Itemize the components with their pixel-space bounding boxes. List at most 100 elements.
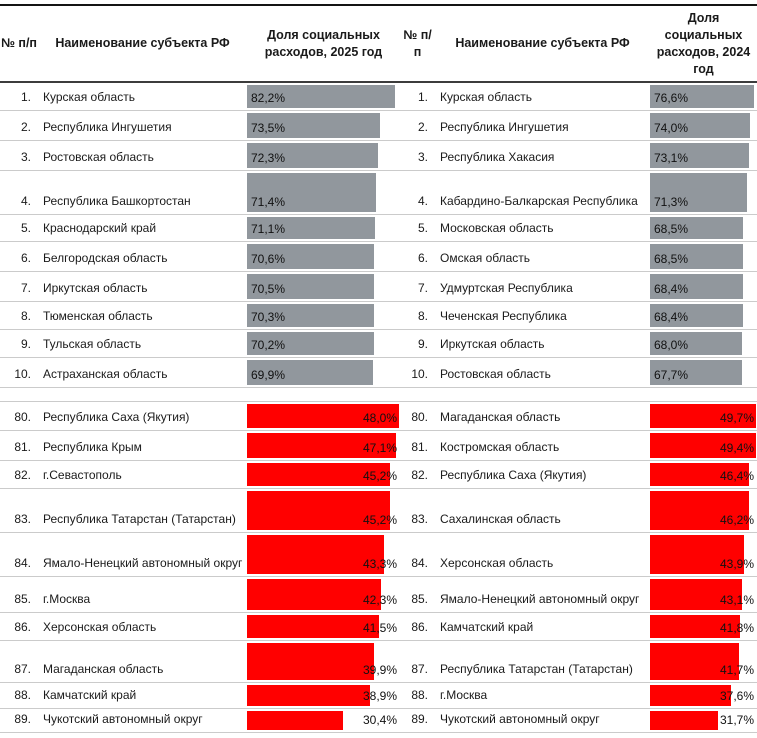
rank-cell-2025: 4. xyxy=(20,194,31,208)
region-cell-2024: г.Москва xyxy=(440,688,488,702)
region-cell-2025: Белгородская область xyxy=(43,251,168,265)
value-cell-2025: 69,9% xyxy=(247,358,400,387)
value-cell-2024: 71,3% xyxy=(650,171,757,214)
region-cell-2024: Удмуртская Республика xyxy=(440,281,573,295)
table-row: 86. Херсонская область 41,5% 86. Камчатс… xyxy=(0,613,757,641)
value-cell-2025: 48,0% xyxy=(247,402,400,430)
value-cell-2025: 45,2% xyxy=(247,489,400,532)
table-row: 1. Курская область 82,2% 1. Курская обла… xyxy=(0,83,757,111)
rank-cell-2024: 88. xyxy=(411,688,428,702)
value-cell-2024: 68,4% xyxy=(650,272,757,301)
value-label-2024: 41,8% xyxy=(719,621,754,635)
col-header-share-2024: Доля социальных расходов, 2024 год xyxy=(656,10,751,76)
value-bar-2025 xyxy=(247,217,376,239)
value-label-2025: 70,6% xyxy=(251,252,286,266)
rank-cell-2025: 86. xyxy=(14,620,31,634)
value-bar-2024 xyxy=(650,579,743,610)
rank-cell-2025: 3. xyxy=(20,150,31,164)
region-cell-2025: Чукотский автономный округ xyxy=(43,712,203,726)
region-cell-2024: Магаданская область xyxy=(440,410,561,424)
value-label-2025: 30,4% xyxy=(362,713,397,727)
rank-cell-2024: 9. xyxy=(417,337,428,351)
value-bar-2025 xyxy=(247,404,400,428)
value-label-2024: 74,0% xyxy=(654,121,689,135)
value-label-2025: 47,1% xyxy=(362,441,397,455)
value-bar-2025 xyxy=(247,173,376,212)
value-bar-2024 xyxy=(650,360,742,385)
value-label-2025: 82,2% xyxy=(251,91,286,105)
value-bar-2024 xyxy=(650,433,756,458)
rank-cell-2025: 83. xyxy=(14,512,31,526)
rank-cell-2024: 6. xyxy=(417,251,428,265)
region-cell-2025: Ростовская область xyxy=(43,150,154,164)
region-cell-2025: Республика Ингушетия xyxy=(43,120,172,134)
col-header-share-2025: Доля социальных расходов, 2025 год xyxy=(264,27,383,59)
value-cell-2024: 46,2% xyxy=(650,489,757,532)
table-header: № п/п Наименование субъекта РФ Доля соци… xyxy=(0,4,757,83)
bottom10-section: 80. Республика Саха (Якутия) 48,0% 80. М… xyxy=(0,402,757,733)
rank-cell-2025: 87. xyxy=(14,662,31,676)
table-row: 6. Белгородская область 70,6% 6. Омская … xyxy=(0,242,757,272)
rank-cell-2024: 86. xyxy=(411,620,428,634)
rank-cell-2024: 10. xyxy=(411,367,428,381)
value-bar-2024 xyxy=(650,217,743,239)
value-cell-2025: 70,2% xyxy=(247,330,400,357)
value-label-2025: 71,1% xyxy=(251,222,286,236)
rank-cell-2024: 5. xyxy=(417,221,428,235)
value-cell-2025: 82,2% xyxy=(247,83,400,110)
region-cell-2024: Иркутская область xyxy=(440,337,545,351)
value-cell-2025: 38,9% xyxy=(247,683,400,708)
value-cell-2024: 68,5% xyxy=(650,242,757,271)
value-cell-2024: 68,0% xyxy=(650,330,757,357)
value-cell-2024: 43,1% xyxy=(650,577,757,612)
region-cell-2025: Республика Татарстан (Татарстан) xyxy=(43,512,236,526)
table-row: 4. Республика Башкортостан 71,4% 4. Каба… xyxy=(0,171,757,215)
value-label-2024: 46,4% xyxy=(719,469,754,483)
value-bar-2024 xyxy=(650,404,757,428)
rank-cell-2025: 88. xyxy=(14,688,31,702)
value-cell-2025: 71,1% xyxy=(247,215,400,241)
region-cell-2024: Республика Саха (Якутия) xyxy=(440,468,587,482)
value-bar-2024 xyxy=(650,113,751,138)
rank-cell-2024: 84. xyxy=(411,556,428,570)
rank-cell-2024: 8. xyxy=(417,309,428,323)
top10-section: 1. Курская область 82,2% 1. Курская обла… xyxy=(0,83,757,388)
rank-cell-2025: 7. xyxy=(20,281,31,295)
value-cell-2024: 46,4% xyxy=(650,461,757,488)
value-bar-2024 xyxy=(650,685,731,706)
value-cell-2025: 70,5% xyxy=(247,272,400,301)
value-label-2024: 49,4% xyxy=(719,441,754,455)
region-cell-2025: Республика Башкортостан xyxy=(43,194,191,208)
value-label-2025: 69,9% xyxy=(251,368,286,382)
region-cell-2025: Краснодарский край xyxy=(43,221,157,235)
region-cell-2025: Тюменская область xyxy=(43,309,153,323)
value-cell-2024: 49,4% xyxy=(650,431,757,460)
region-cell-2024: Республика Хакасия xyxy=(440,150,555,164)
region-cell-2025: Ямало-Ненецкий автономный округ xyxy=(43,556,243,570)
value-cell-2025: 73,5% xyxy=(247,111,400,140)
value-cell-2024: 74,0% xyxy=(650,111,757,140)
value-label-2025: 45,2% xyxy=(362,469,397,483)
value-label-2024: 37,6% xyxy=(719,689,754,703)
value-bar-2025 xyxy=(247,304,374,327)
table-row: 9. Тульская область 70,2% 9. Иркутская о… xyxy=(0,330,757,358)
rank-cell-2025: 10. xyxy=(14,367,31,381)
value-bar-2025 xyxy=(247,711,344,730)
rank-cell-2025: 5. xyxy=(20,221,31,235)
table-row: 7. Иркутская область 70,5% 7. Удмуртская… xyxy=(0,272,757,302)
value-label-2025: 70,5% xyxy=(251,282,286,296)
value-label-2024: 67,7% xyxy=(654,368,689,382)
region-cell-2024: Кабардино-Балкарская Республика xyxy=(440,194,638,208)
value-label-2024: 68,5% xyxy=(654,222,689,236)
table-row: 88. Камчатский край 38,9% 88. г.Москва 3… xyxy=(0,683,757,709)
value-cell-2024: 41,7% xyxy=(650,641,757,682)
value-label-2024: 46,2% xyxy=(719,513,754,527)
table-row: 8. Тюменская область 70,3% 8. Чеченская … xyxy=(0,302,757,330)
value-cell-2024: 68,4% xyxy=(650,302,757,329)
value-bar-2024 xyxy=(650,643,740,680)
value-label-2025: 39,9% xyxy=(362,663,397,677)
value-bar-2024 xyxy=(650,535,745,574)
region-cell-2024: Костромская область xyxy=(440,440,560,454)
rank-cell-2024: 1. xyxy=(417,90,428,104)
table-row: 3. Ростовская область 72,3% 3. Республик… xyxy=(0,141,757,171)
